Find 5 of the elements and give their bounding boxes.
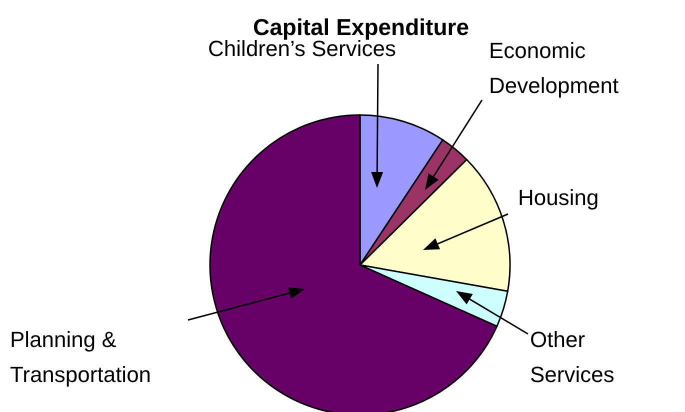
- slice-label: Planning & Transportation: [10, 327, 152, 387]
- slice-label: Other Services: [530, 327, 614, 387]
- slice-label: Housing: [518, 185, 599, 210]
- slice-label: Economic Development: [489, 38, 619, 98]
- chart-title: Capital Expenditure: [253, 14, 469, 40]
